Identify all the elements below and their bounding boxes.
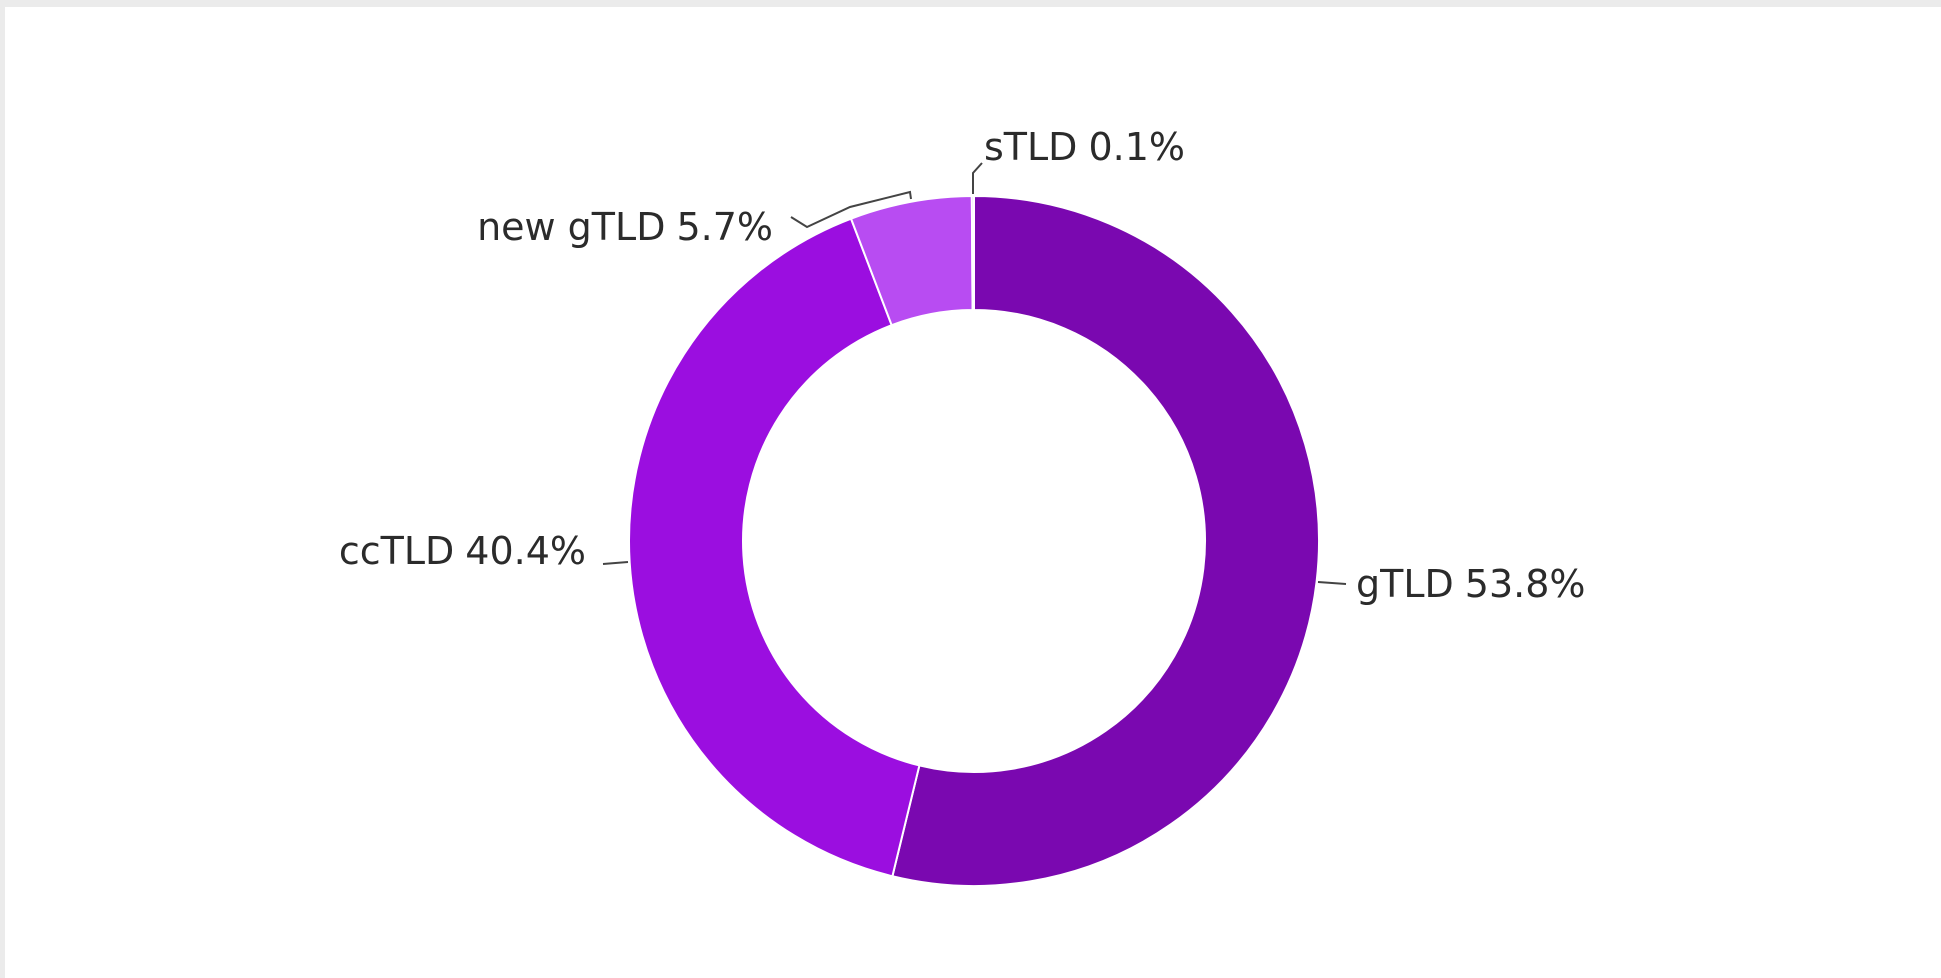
leader-line [972, 162, 983, 194]
leader-line [602, 561, 629, 565]
value-label: 40.4% [465, 529, 586, 573]
leader-line [1317, 581, 1347, 585]
value-label: 0.1% [1088, 125, 1185, 169]
segment-label: ccTLD 40.4% [339, 529, 586, 573]
donut-segment [970, 194, 975, 312]
value-label: 5.7% [676, 205, 773, 249]
category-name: ccTLD [339, 529, 454, 573]
category-name: gTLD [1356, 562, 1454, 606]
donut-segment [628, 217, 921, 878]
leader-line [790, 190, 912, 229]
segment-label: gTLD 53.8% [1356, 562, 1585, 606]
category-name: new gTLD [477, 205, 665, 249]
value-label: 53.8% [1465, 562, 1586, 606]
segment-label: new gTLD 5.7% [477, 205, 773, 249]
segment-label: sTLD 0.1% [984, 125, 1185, 169]
donut-segment [891, 194, 1320, 887]
category-name: sTLD [984, 125, 1077, 169]
